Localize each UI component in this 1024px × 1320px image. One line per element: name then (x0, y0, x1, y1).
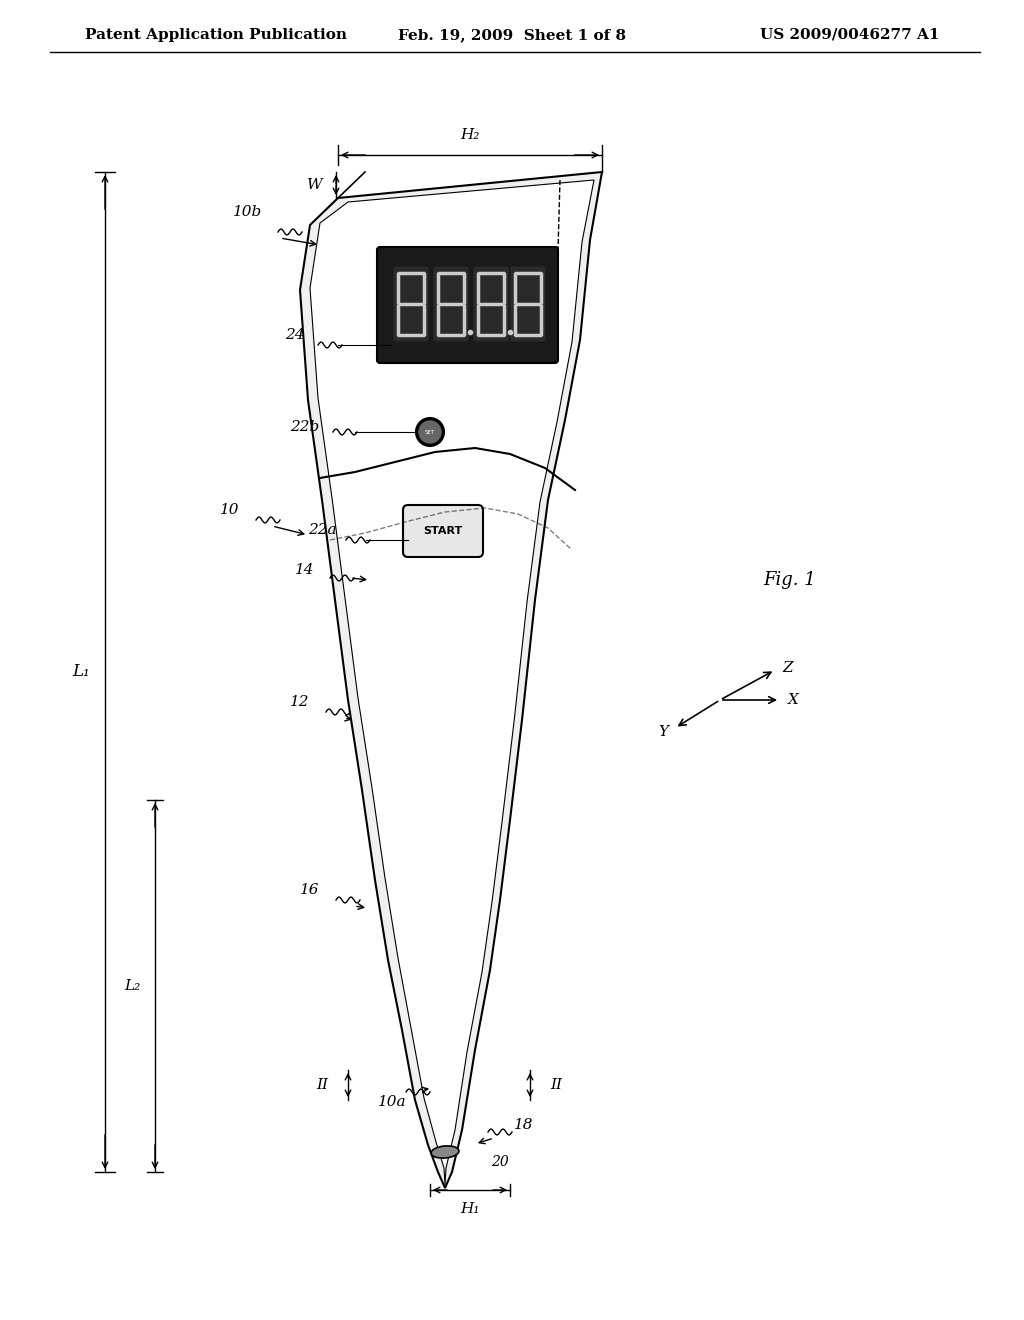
Text: H₂: H₂ (461, 128, 479, 143)
Text: H₁: H₁ (461, 1203, 479, 1216)
FancyBboxPatch shape (434, 267, 468, 341)
Text: 14: 14 (295, 564, 314, 577)
PathPatch shape (310, 180, 594, 1185)
Text: II: II (316, 1078, 328, 1092)
Text: Patent Application Publication: Patent Application Publication (85, 28, 347, 42)
FancyBboxPatch shape (394, 267, 428, 341)
Ellipse shape (431, 1146, 459, 1158)
Text: II: II (550, 1078, 562, 1092)
FancyBboxPatch shape (511, 267, 545, 341)
Text: START: START (423, 525, 463, 536)
Text: SET: SET (425, 429, 435, 434)
Text: 24: 24 (286, 327, 305, 342)
Text: 10b: 10b (233, 205, 262, 219)
Text: 20: 20 (492, 1155, 509, 1170)
Text: X: X (788, 693, 799, 708)
FancyBboxPatch shape (377, 247, 558, 363)
FancyBboxPatch shape (403, 506, 483, 557)
Text: 10a: 10a (378, 1096, 407, 1109)
Text: 18: 18 (514, 1118, 534, 1133)
Text: 12: 12 (290, 696, 309, 709)
Text: 22b: 22b (291, 420, 319, 434)
Text: 10: 10 (220, 503, 240, 517)
Circle shape (416, 418, 444, 446)
PathPatch shape (300, 172, 602, 1188)
Circle shape (419, 421, 441, 444)
Text: L₁: L₁ (73, 664, 90, 681)
Text: L₂: L₂ (124, 979, 140, 993)
FancyBboxPatch shape (474, 267, 508, 341)
Text: Z: Z (782, 661, 793, 675)
Text: 16: 16 (300, 883, 319, 898)
Text: Feb. 19, 2009  Sheet 1 of 8: Feb. 19, 2009 Sheet 1 of 8 (398, 28, 626, 42)
Text: US 2009/0046277 A1: US 2009/0046277 A1 (761, 28, 940, 42)
Text: 22a: 22a (307, 523, 336, 537)
Text: Fig. 1: Fig. 1 (764, 572, 816, 589)
Text: W: W (307, 178, 323, 191)
Text: Y: Y (657, 725, 668, 739)
